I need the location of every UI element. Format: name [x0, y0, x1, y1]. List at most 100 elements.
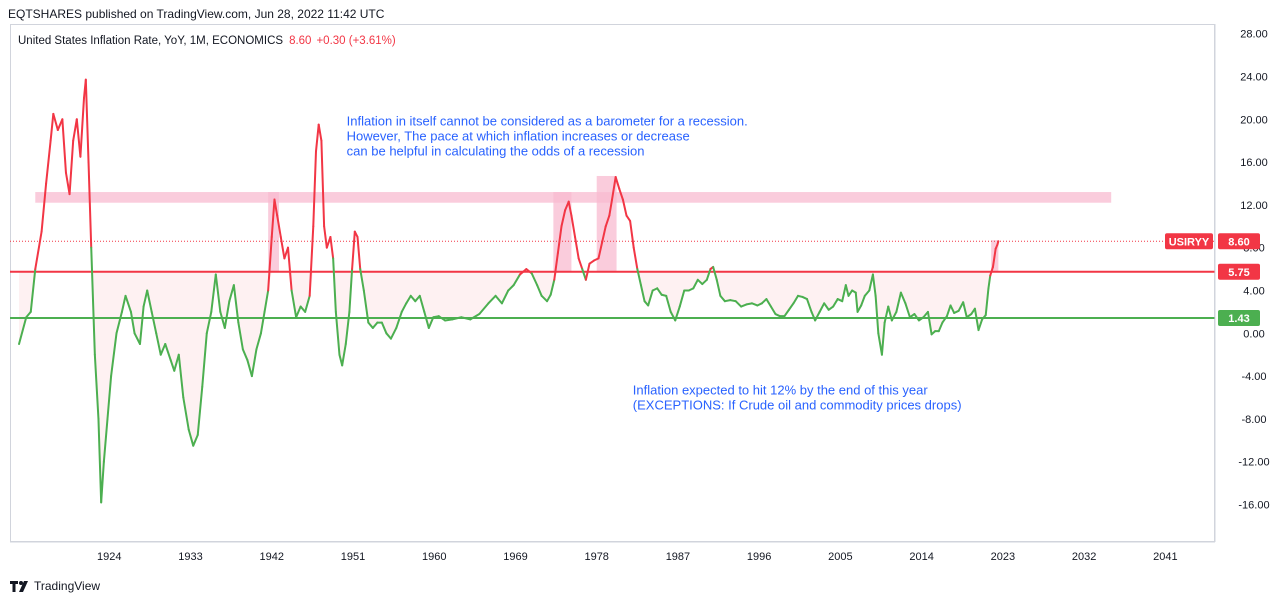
series-segment-211	[913, 313, 920, 322]
series-segment-58	[263, 289, 270, 313]
series-segment-150	[656, 287, 663, 296]
series-segment-163	[712, 265, 718, 281]
x-tick-1942: 1942	[260, 551, 284, 563]
symbol-legend[interactable]: United States Inflation Rate, YoY, 1M, E…	[18, 35, 396, 47]
highlight-zone-1	[268, 192, 279, 272]
series-segment-218	[941, 315, 948, 324]
series-segment-92	[380, 321, 388, 335]
series-segment-175	[769, 305, 777, 316]
series-segment-82	[344, 310, 351, 346]
series-segment-86	[356, 235, 362, 271]
series-segment-195	[854, 291, 859, 313]
series-segment-113	[507, 284, 515, 292]
series-segment-102	[427, 316, 435, 329]
y-tick-4.00: 4.00	[1243, 285, 1264, 297]
series-segment-217	[937, 321, 944, 333]
series-segment-23	[106, 375, 113, 420]
series-segment-111	[494, 294, 503, 305]
series-segment-180	[792, 294, 799, 305]
x-tick-1960: 1960	[422, 551, 446, 563]
series-segment-63	[279, 235, 286, 260]
series-segment-207	[895, 291, 902, 313]
series-segment-196	[856, 304, 863, 313]
series-segment-56	[255, 332, 262, 351]
series-segment-60	[270, 198, 276, 238]
series-segment-160	[701, 278, 708, 286]
x-tick-2041: 2041	[1153, 551, 1177, 563]
series-segment-5	[45, 139, 52, 185]
symbol-tag-bg	[1165, 233, 1213, 250]
series-segment-30	[138, 305, 145, 346]
series-segment-47	[214, 273, 222, 313]
series-segment-189	[832, 298, 839, 308]
series-segment-79	[334, 310, 341, 356]
series-segment-22	[102, 417, 109, 463]
x-tick-2005: 2005	[828, 551, 852, 563]
series-segment-16	[84, 78, 90, 164]
series-segment-96	[400, 302, 408, 313]
series-segment-67	[295, 305, 302, 319]
last-value-tag-bg	[1218, 233, 1260, 250]
series-segment-183	[806, 298, 813, 313]
series-segment-153	[669, 310, 677, 322]
series-segment-29	[133, 332, 141, 346]
series-segment-197	[860, 294, 866, 307]
series-segment-114	[512, 273, 521, 287]
series-segment-77	[329, 235, 335, 260]
series-segment-75	[323, 225, 328, 249]
series-segment-9	[61, 118, 67, 174]
series-segment-123	[556, 225, 563, 255]
series-segment-226	[973, 307, 980, 332]
series-segment-52	[237, 321, 244, 351]
series-segment-124	[560, 209, 567, 228]
series-segment-205	[887, 305, 893, 322]
x-tick-1978: 1978	[584, 551, 608, 563]
series-segment-198	[863, 289, 871, 297]
series-segment-154	[674, 305, 681, 322]
series-segment-39	[177, 353, 185, 399]
tradingview-brand[interactable]: TradingView	[10, 579, 100, 593]
series-segment-61	[273, 198, 279, 217]
series-segment-87	[359, 268, 365, 292]
y-tick-16.00: 16.00	[1240, 157, 1268, 169]
series-segment-1	[25, 310, 32, 319]
x-tick-1969: 1969	[503, 551, 527, 563]
series-segment-54	[246, 359, 253, 378]
series-segment-106	[451, 316, 463, 321]
series-segment-17	[87, 161, 93, 249]
series-segment-104	[437, 315, 447, 322]
series-segment-146	[639, 284, 646, 303]
series-segment-26	[120, 294, 127, 313]
series-segment-121	[549, 278, 556, 296]
last-value: 8.60	[289, 35, 312, 47]
series-segment-161	[705, 268, 712, 281]
series-segment-51	[232, 284, 240, 324]
series-segment-49	[223, 300, 231, 329]
series-segment-62	[276, 214, 282, 238]
series-segment-100	[418, 294, 426, 313]
series-segment-137	[608, 198, 614, 217]
series-segment-227	[977, 318, 984, 332]
y-tick-0.00: 0.00	[1243, 328, 1264, 340]
series-segment-57	[259, 310, 266, 335]
series-segment-19	[93, 353, 100, 420]
series-segment-69	[304, 294, 311, 313]
series-segment-46	[210, 273, 217, 313]
series-segment-168	[734, 300, 743, 308]
series-segment-35	[159, 343, 167, 356]
series-segment-98	[409, 294, 417, 303]
series-segment-230	[987, 274, 992, 290]
x-tick-1924: 1924	[97, 551, 121, 563]
series-segment-143	[629, 219, 635, 249]
series-segment-84	[351, 230, 356, 271]
x-tick-1951: 1951	[341, 551, 365, 563]
series-segment-36	[164, 343, 172, 362]
y-axis: 28.0024.0020.0016.0012.008.004.000.00-4.…	[1214, 24, 1270, 542]
x-tick-1987: 1987	[666, 551, 690, 563]
last-value-tag: 8.60	[1228, 236, 1249, 248]
series-segment-234	[996, 240, 1000, 246]
series-segment-101	[423, 310, 430, 329]
series-segment-214	[926, 310, 933, 336]
series-segment-126	[567, 200, 573, 217]
